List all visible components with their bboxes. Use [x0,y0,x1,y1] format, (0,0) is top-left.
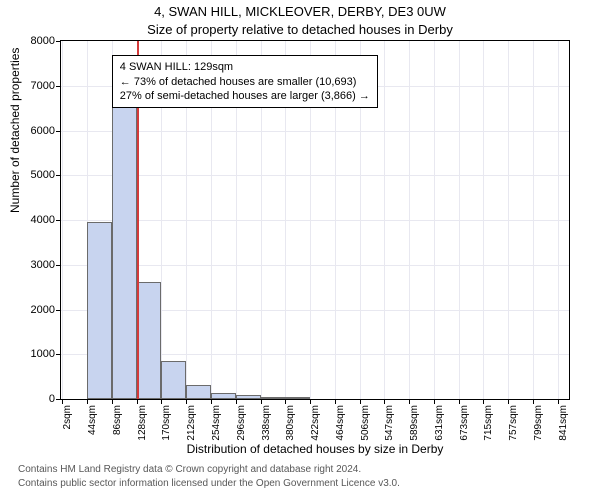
xtick-mark [186,399,187,404]
gridline-vertical [384,41,385,399]
xtick-mark [459,399,460,404]
xtick-mark [261,399,262,404]
annotation-line-3: 27% of semi-detached houses are larger (… [120,89,370,103]
ytick-label: 4000 [31,214,55,226]
xtick-label: 170sqm [161,405,172,441]
histogram-bar [112,97,137,399]
histogram-bar [137,282,162,399]
ytick-label: 2000 [31,304,55,316]
footnote-1: Contains HM Land Registry data © Crown c… [18,464,361,475]
xtick-label: 86sqm [112,405,123,435]
xtick-label: 128sqm [137,405,148,441]
xtick-label: 715sqm [483,405,494,441]
xtick-mark [310,399,311,404]
ytick-mark [56,399,61,400]
ytick-mark [56,86,61,87]
xtick-label: 2sqm [62,405,73,429]
gridline-vertical [558,41,559,399]
xtick-label: 422sqm [310,405,321,441]
ytick-mark [56,41,61,42]
gridline-vertical [533,41,534,399]
xtick-label: 44sqm [87,405,98,435]
gridline-vertical [459,41,460,399]
gridline-vertical [62,41,63,399]
xtick-mark [137,399,138,404]
xtick-label: 380sqm [285,405,296,441]
histogram-bar [161,361,186,399]
ytick-label: 1000 [31,348,55,360]
xtick-mark [384,399,385,404]
xtick-label: 673sqm [459,405,470,441]
xtick-label: 338sqm [261,405,272,441]
xtick-mark [558,399,559,404]
xtick-mark [87,399,88,404]
annotation-line-2: ← 73% of detached houses are smaller (10… [120,75,370,89]
xtick-mark [360,399,361,404]
ytick-mark [56,131,61,132]
ytick-label: 0 [49,393,55,405]
ytick-label: 7000 [31,80,55,92]
histogram-bar [285,397,310,399]
gridline-vertical [508,41,509,399]
xtick-label: 254sqm [211,405,222,441]
xtick-mark [508,399,509,404]
xtick-mark [236,399,237,404]
xtick-label: 464sqm [335,405,346,441]
xtick-mark [211,399,212,404]
histogram-bar [211,393,236,399]
xtick-label: 547sqm [384,405,395,441]
xtick-mark [434,399,435,404]
xtick-label: 799sqm [533,405,544,441]
xtick-label: 841sqm [558,405,569,441]
histogram-bar [87,222,112,399]
xtick-label: 212sqm [186,405,197,441]
xtick-label: 296sqm [236,405,247,441]
annotation-box: 4 SWAN HILL: 129sqm ← 73% of detached ho… [112,55,378,108]
xtick-label: 631sqm [434,405,445,441]
ytick-label: 8000 [31,35,55,47]
x-axis-label: Distribution of detached houses by size … [60,442,570,456]
histogram-bar [236,395,261,399]
xtick-mark [285,399,286,404]
gridline-vertical [434,41,435,399]
ytick-mark [56,310,61,311]
ytick-label: 5000 [31,169,55,181]
ytick-mark [56,220,61,221]
ytick-label: 6000 [31,125,55,137]
xtick-mark [533,399,534,404]
xtick-mark [409,399,410,404]
ytick-mark [56,265,61,266]
xtick-mark [112,399,113,404]
xtick-mark [161,399,162,404]
xtick-mark [483,399,484,404]
ytick-mark [56,354,61,355]
gridline-vertical [409,41,410,399]
xtick-label: 757sqm [508,405,519,441]
annotation-line-1: 4 SWAN HILL: 129sqm [120,60,370,74]
ytick-label: 3000 [31,259,55,271]
histogram-bar [261,397,286,399]
plot-area: 0100020003000400050006000700080002sqm44s… [60,40,570,400]
xtick-mark [62,399,63,404]
footnote-2: Contains public sector information licen… [18,478,400,489]
histogram-bar [186,385,211,399]
gridline-vertical [483,41,484,399]
y-axis-label: Number of detached properties [8,48,22,213]
chart-title-main: 4, SWAN HILL, MICKLEOVER, DERBY, DE3 0UW [0,4,600,19]
chart-title-sub: Size of property relative to detached ho… [0,22,600,37]
ytick-mark [56,175,61,176]
xtick-label: 589sqm [409,405,420,441]
xtick-label: 506sqm [360,405,371,441]
xtick-mark [335,399,336,404]
figure: 4, SWAN HILL, MICKLEOVER, DERBY, DE3 0UW… [0,0,600,500]
